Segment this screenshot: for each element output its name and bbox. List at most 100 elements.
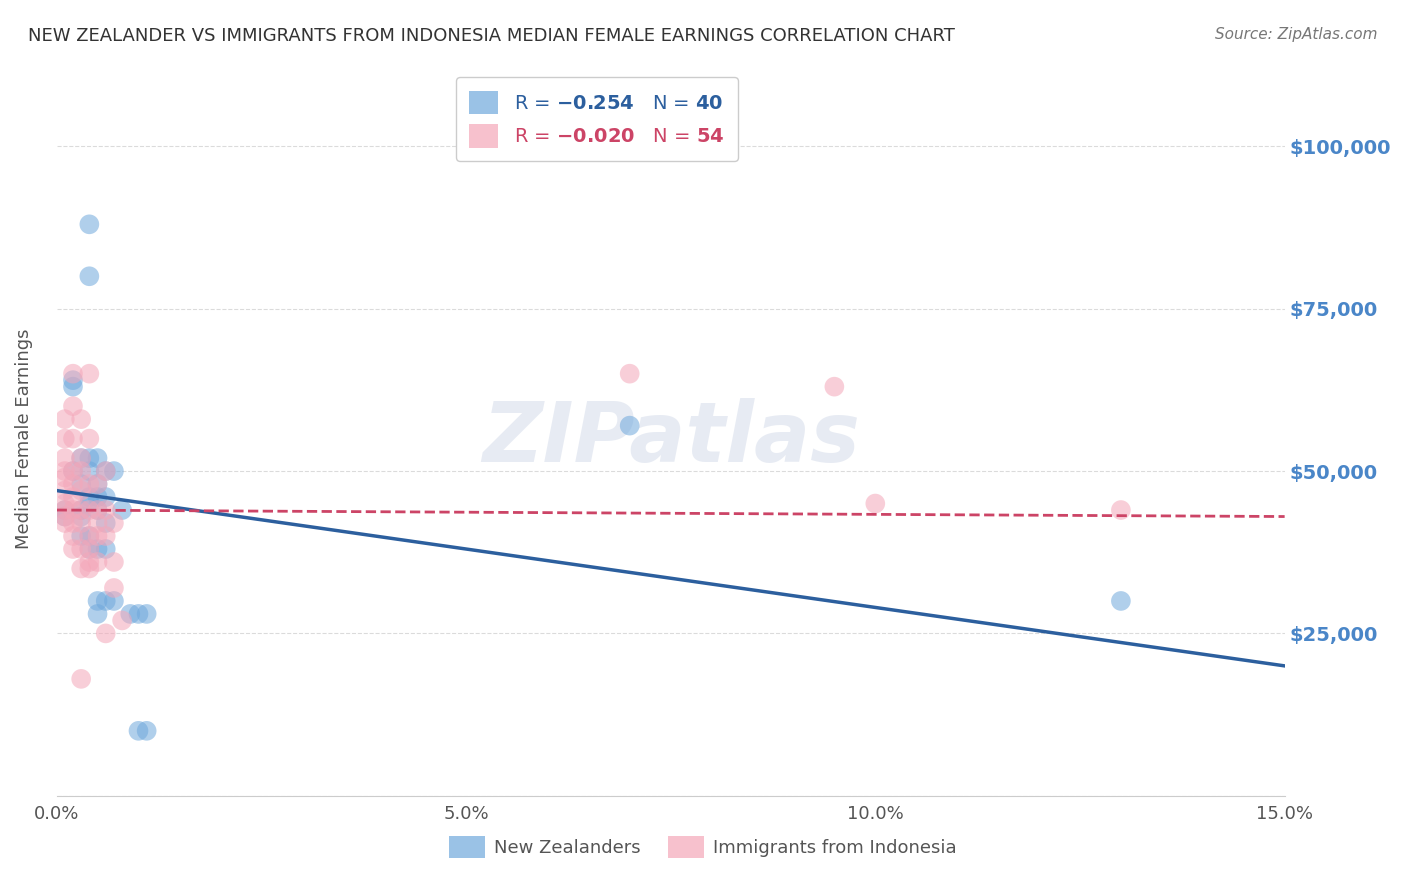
Point: [62, 503, 84, 517]
Point: [86, 555, 108, 569]
Point: [1109, 503, 1132, 517]
Point: [70, 477, 93, 491]
Point: [53, 483, 76, 498]
Point: [70, 516, 93, 530]
Point: [111, 614, 134, 628]
Point: [79, 477, 101, 491]
Point: [619, 418, 641, 433]
Point: [619, 367, 641, 381]
Point: [1109, 594, 1132, 608]
Point: [79, 541, 101, 556]
Point: [62, 464, 84, 478]
Point: [62, 379, 84, 393]
Point: [70, 672, 93, 686]
Point: [79, 490, 101, 504]
Point: [79, 529, 101, 543]
Point: [103, 555, 125, 569]
Point: [79, 503, 101, 517]
Text: Source: ZipAtlas.com: Source: ZipAtlas.com: [1215, 27, 1378, 42]
Point: [823, 379, 845, 393]
Point: [70, 451, 93, 466]
Legend: R = $\mathbf{-0.254}$   N = $\mathbf{40}$, R = $\mathbf{-0.020}$   N = $\mathbf{: R = $\mathbf{-0.254}$ N = $\mathbf{40}$,…: [456, 77, 738, 161]
Point: [94, 529, 117, 543]
Point: [62, 477, 84, 491]
Point: [79, 464, 101, 478]
Point: [62, 490, 84, 504]
Point: [70, 483, 93, 498]
Point: [53, 509, 76, 524]
Point: [94, 503, 117, 517]
Point: [79, 529, 101, 543]
Point: [135, 607, 157, 621]
Point: [53, 451, 76, 466]
Point: [62, 399, 84, 413]
Point: [79, 451, 101, 466]
Point: [94, 464, 117, 478]
Point: [62, 464, 84, 478]
Point: [53, 503, 76, 517]
Point: [86, 541, 108, 556]
Point: [94, 594, 117, 608]
Point: [94, 464, 117, 478]
Point: [865, 497, 887, 511]
Point: [70, 412, 93, 426]
Y-axis label: Median Female Earnings: Median Female Earnings: [15, 328, 32, 549]
Point: [86, 451, 108, 466]
Point: [53, 503, 76, 517]
Point: [79, 555, 101, 569]
Point: [86, 490, 108, 504]
Point: [135, 723, 157, 738]
Point: [70, 451, 93, 466]
Point: [70, 529, 93, 543]
Point: [70, 503, 93, 517]
Point: [53, 509, 76, 524]
Point: [70, 541, 93, 556]
Point: [103, 516, 125, 530]
Point: [62, 373, 84, 387]
Point: [86, 477, 108, 491]
Point: [70, 503, 93, 517]
Point: [62, 367, 84, 381]
Point: [86, 503, 108, 517]
Point: [103, 594, 125, 608]
Point: [62, 529, 84, 543]
Point: [94, 541, 117, 556]
Point: [79, 367, 101, 381]
Point: [79, 541, 101, 556]
Point: [70, 561, 93, 575]
Text: NEW ZEALANDER VS IMMIGRANTS FROM INDONESIA MEDIAN FEMALE EARNINGS CORRELATION CH: NEW ZEALANDER VS IMMIGRANTS FROM INDONES…: [28, 27, 955, 45]
Point: [120, 607, 142, 621]
Point: [86, 516, 108, 530]
Point: [62, 541, 84, 556]
Point: [79, 497, 101, 511]
Point: [103, 464, 125, 478]
Point: [86, 477, 108, 491]
Point: [53, 516, 76, 530]
Point: [53, 497, 76, 511]
Point: [127, 723, 149, 738]
Point: [53, 432, 76, 446]
Point: [86, 607, 108, 621]
Point: [53, 464, 76, 478]
Point: [94, 516, 117, 530]
Point: [62, 432, 84, 446]
Point: [79, 432, 101, 446]
Point: [79, 217, 101, 231]
Point: [79, 269, 101, 284]
Legend: New Zealanders, Immigrants from Indonesia: New Zealanders, Immigrants from Indonesi…: [441, 829, 965, 865]
Point: [103, 581, 125, 595]
Point: [70, 464, 93, 478]
Point: [127, 607, 149, 621]
Text: ZIPatlas: ZIPatlas: [482, 398, 859, 479]
Point: [111, 503, 134, 517]
Point: [94, 490, 117, 504]
Point: [62, 516, 84, 530]
Point: [53, 470, 76, 484]
Point: [79, 561, 101, 575]
Point: [53, 412, 76, 426]
Point: [70, 509, 93, 524]
Point: [86, 594, 108, 608]
Point: [94, 626, 117, 640]
Point: [86, 503, 108, 517]
Point: [86, 529, 108, 543]
